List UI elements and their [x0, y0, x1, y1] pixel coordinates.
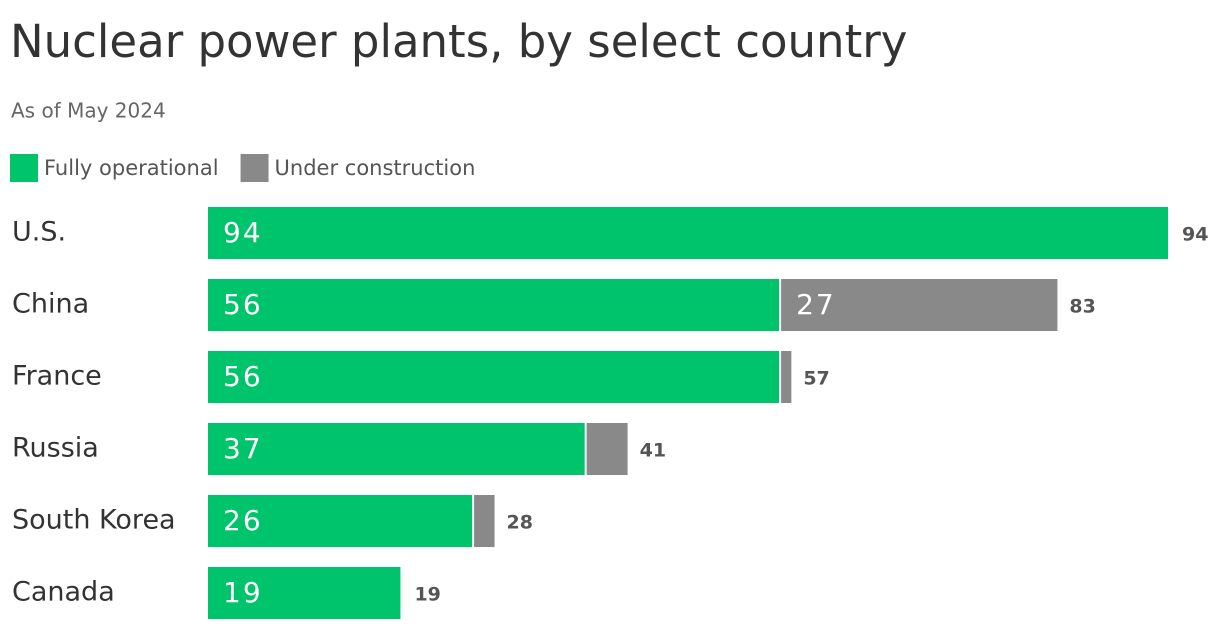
segment-label: 56 [223, 288, 263, 321]
segment-label: 19 [223, 576, 263, 609]
bar-segment [208, 279, 780, 331]
category-label: South Korea [12, 505, 176, 536]
bar-segment [208, 495, 473, 547]
segment-label: 26 [223, 504, 263, 537]
bar-segment [586, 423, 628, 475]
total-label: 83 [1069, 296, 1095, 318]
legend-swatch [10, 154, 38, 182]
bar-segment [208, 567, 401, 619]
category-label: Russia [12, 433, 99, 464]
bar-segment [208, 423, 585, 475]
bar-segment [781, 279, 1058, 331]
chart-subtitle: As of May 2024 [11, 99, 166, 123]
segment-label: 56 [223, 360, 263, 393]
total-label: 94 [1182, 224, 1208, 246]
total-label: 57 [803, 368, 829, 390]
bar-segment [474, 495, 495, 547]
segment-label: 37 [223, 432, 263, 465]
legend-swatch [240, 154, 269, 182]
segment-label: 27 [796, 288, 836, 321]
total-label: 28 [507, 512, 533, 534]
chart-title: Nuclear power plants, by select country [10, 15, 907, 68]
legend-label: Under construction [275, 156, 476, 180]
bar-segment [208, 351, 780, 403]
bar-segment [208, 207, 1168, 259]
category-label: France [12, 361, 102, 392]
category-label: U.S. [12, 217, 66, 248]
category-label: China [12, 289, 89, 320]
legend-label: Fully operational [44, 156, 219, 180]
total-label: 19 [414, 584, 440, 606]
category-label: Canada [12, 577, 115, 608]
total-label: 41 [640, 440, 666, 462]
bar-segment [781, 351, 792, 403]
segment-label: 94 [223, 216, 263, 249]
